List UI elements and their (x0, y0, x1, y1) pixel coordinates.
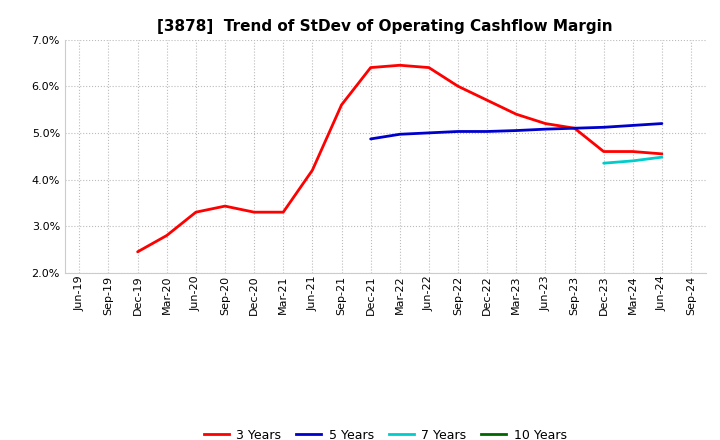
5 Years (657, 121, 666, 126)
Title: [3878]  Trend of StDev of Operating Cashflow Margin: [3878] Trend of StDev of Operating Cashf… (158, 19, 613, 34)
5 Years (599, 125, 608, 130)
5 Years (541, 127, 550, 132)
5 Years (512, 128, 521, 133)
3 Years (657, 151, 666, 157)
3 Years (629, 149, 637, 154)
7 Years (599, 161, 608, 166)
5 Years (570, 125, 579, 131)
5 Years (425, 130, 433, 136)
5 Years (366, 136, 375, 142)
5 Years (483, 129, 492, 134)
5 Years (629, 123, 637, 128)
3 Years (366, 65, 375, 70)
7 Years (629, 158, 637, 164)
3 Years (454, 84, 462, 89)
Line: 5 Years: 5 Years (371, 124, 662, 139)
3 Years (279, 209, 287, 215)
5 Years (395, 132, 404, 137)
3 Years (192, 209, 200, 215)
3 Years (599, 149, 608, 154)
Legend: 3 Years, 5 Years, 7 Years, 10 Years: 3 Years, 5 Years, 7 Years, 10 Years (199, 424, 572, 440)
3 Years (395, 62, 404, 68)
Line: 3 Years: 3 Years (138, 65, 662, 252)
3 Years (570, 125, 579, 131)
3 Years (337, 102, 346, 107)
3 Years (483, 98, 492, 103)
3 Years (250, 209, 258, 215)
3 Years (541, 121, 550, 126)
3 Years (425, 65, 433, 70)
7 Years (657, 154, 666, 160)
Line: 7 Years: 7 Years (603, 157, 662, 163)
3 Years (512, 112, 521, 117)
3 Years (220, 203, 229, 209)
5 Years (454, 129, 462, 134)
3 Years (133, 249, 142, 254)
3 Years (163, 233, 171, 238)
3 Years (308, 168, 317, 173)
